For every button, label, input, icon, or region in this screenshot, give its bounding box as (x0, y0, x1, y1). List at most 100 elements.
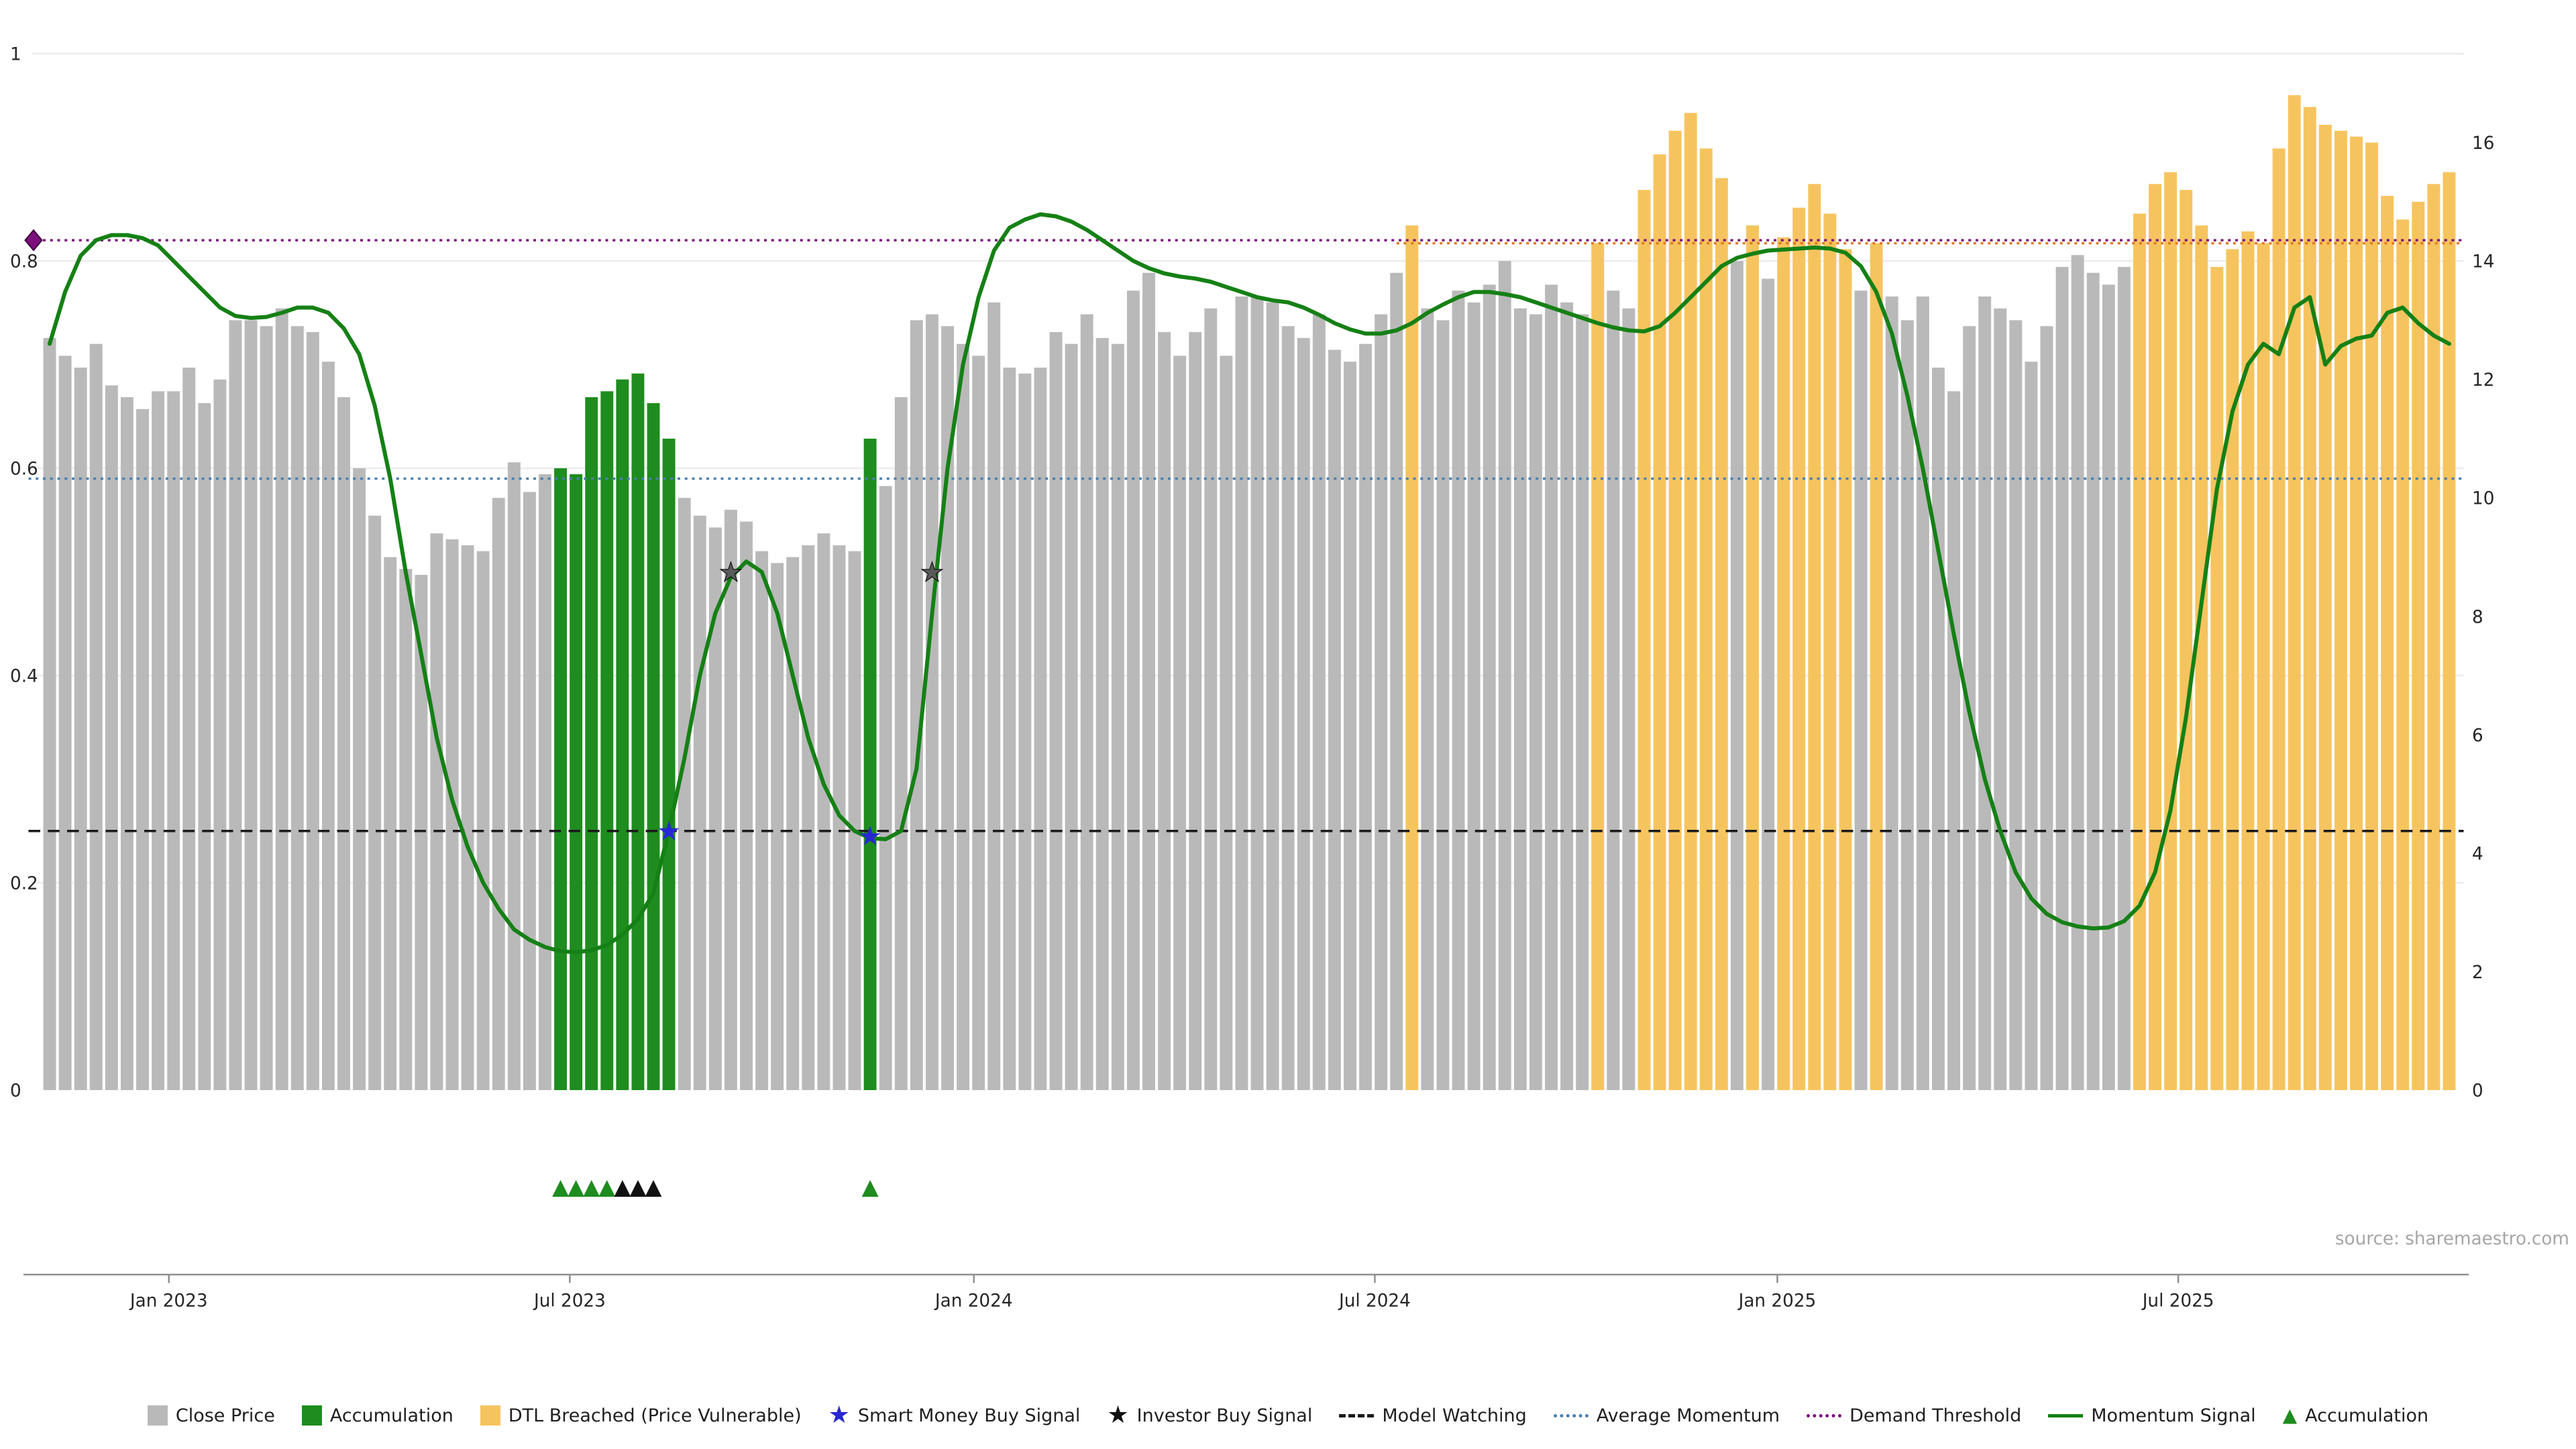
left-axis-tick-label: 0.8 (10, 252, 38, 272)
close-price-bar (987, 302, 1001, 1090)
close-price-bar (2025, 362, 2038, 1090)
legend-star-icon: ★ (1107, 1401, 1129, 1429)
legend-dotted-line-icon (1807, 1413, 1842, 1417)
dtl-breached-bar (2288, 95, 2301, 1090)
close-price-bar (972, 356, 985, 1091)
close-price-bar (1065, 343, 1078, 1090)
dtl-breached-bar (2257, 243, 2270, 1091)
close-price-bar (399, 569, 413, 1090)
x-axis-tick-label: Jul 2025 (2141, 1291, 2214, 1311)
dtl-breached-bar (2334, 130, 2347, 1091)
dtl-breached-bar (2241, 231, 2255, 1090)
legend-triangle-icon: ▲ (2282, 1404, 2298, 1426)
dtl-breached-bar (1653, 154, 1666, 1090)
accumulation-triangle-dark-icon: ▲ (614, 1174, 631, 1199)
dtl-breached-bar (1405, 225, 1419, 1091)
close-price-bar (1328, 350, 1341, 1090)
close-price-bar (1529, 314, 1542, 1090)
close-price-bar (1126, 290, 1140, 1091)
close-price-bar (1049, 332, 1063, 1090)
dtl-breached-bar (2381, 195, 2394, 1091)
legend-item-demand-threshold: Demand Threshold (1807, 1405, 2021, 1426)
close-price-bar (678, 498, 691, 1091)
dtl-breached-bar (2133, 213, 2146, 1091)
close-price-bar (1931, 367, 1945, 1090)
close-price-bar (430, 533, 443, 1090)
x-axis-tick-label: Jan 2025 (1737, 1291, 1817, 1311)
close-price-bar (1622, 308, 1635, 1091)
dtl-breached-bar (1808, 184, 1821, 1090)
x-axis-tick-label: Jan 2024 (934, 1291, 1013, 1311)
left-axis-tick-label: 0 (10, 1081, 21, 1102)
dtl-breached-bar (2180, 190, 2193, 1090)
close-price-bar (337, 397, 350, 1090)
close-price-bar (260, 326, 273, 1090)
legend-item-dtl-breached-price-vulnerable: DTL Breached (Price Vulnerable) (480, 1405, 802, 1426)
close-price-bar (1095, 337, 1109, 1091)
close-price-bar (894, 397, 908, 1090)
left-axis-tick-label: 0.6 (10, 460, 38, 480)
accumulation-bar (631, 373, 645, 1090)
close-price-bar (1762, 278, 1775, 1090)
dtl-breached-bar (2396, 219, 2410, 1090)
close-price-bar (105, 385, 118, 1091)
right-axis-tick-label: 14 (2472, 252, 2494, 272)
dtl-breached-bar (1746, 225, 1759, 1091)
close-price-bar (1978, 297, 1992, 1090)
close-price-bar (120, 397, 133, 1090)
accumulation-triangle-icon: ▲ (862, 1174, 879, 1199)
close-price-bar (1467, 302, 1481, 1090)
smart-money-buy-star-icon: ★ (657, 816, 681, 847)
close-price-bar (353, 468, 366, 1090)
close-price-bar (1173, 356, 1187, 1091)
close-price-bar (817, 533, 830, 1090)
close-price-bar (1359, 343, 1373, 1090)
close-price-bar (507, 462, 521, 1090)
close-price-bar (1375, 314, 1388, 1090)
close-price-bar (1297, 337, 1310, 1091)
close-price-bar (1158, 332, 1171, 1090)
dtl-breached-bar (2350, 136, 2363, 1090)
close-price-bar (213, 379, 227, 1090)
right-axis-tick-label: 12 (2472, 370, 2494, 390)
legend-item-momentum-signal: Momentum Signal (2048, 1405, 2256, 1426)
close-price-bar (2102, 284, 2115, 1090)
close-price-bar (1452, 290, 1465, 1091)
right-axis-tick-label: 8 (2472, 607, 2483, 627)
close-price-bar (244, 320, 258, 1091)
close-price-bar (445, 539, 459, 1090)
dtl-breached-bar (2195, 225, 2208, 1091)
source-credit: source: sharemaestro.com (2335, 1229, 2569, 1249)
dtl-breached-bar (2427, 184, 2440, 1090)
momentum-signal-line (48, 212, 2451, 955)
investor-buy-star-icon: ★ (920, 557, 944, 588)
close-price-bar (1250, 297, 1264, 1090)
close-price-bar (1994, 308, 2007, 1091)
close-price-bar (275, 308, 288, 1091)
close-price-bar (941, 326, 954, 1090)
legend-item-average-momentum: Average Momentum (1553, 1405, 1780, 1426)
legend-label: Accumulation (2305, 1405, 2429, 1426)
close-price-bar (1142, 272, 1155, 1091)
close-price-bar (476, 551, 490, 1090)
legend-label: Investor Buy Signal (1136, 1405, 1313, 1426)
close-price-bar (58, 356, 72, 1091)
legend-label: Model Watching (1382, 1405, 1527, 1426)
close-price-bar (2040, 326, 2053, 1090)
close-price-bar (1080, 314, 1093, 1090)
legend-item-model-watching: Model Watching (1339, 1405, 1527, 1426)
close-price-bar (1189, 332, 1202, 1090)
accumulation-bar (570, 474, 583, 1090)
dtl-breached-bar (2164, 172, 2178, 1090)
legend-square-swatch-icon (480, 1405, 500, 1426)
left-axis-tick-label: 0.2 (10, 874, 38, 894)
close-price-bar (43, 337, 56, 1091)
legend-square-swatch-icon (301, 1405, 322, 1426)
left-axis-tick-label: 0.4 (10, 667, 38, 687)
close-price-bar (1576, 314, 1589, 1090)
dtl-breached-bar (1699, 148, 1713, 1091)
close-price-bar (1560, 302, 1574, 1090)
close-price-bar (1034, 367, 1047, 1090)
legend-label: Average Momentum (1596, 1405, 1780, 1426)
close-price-bar (1003, 367, 1016, 1090)
